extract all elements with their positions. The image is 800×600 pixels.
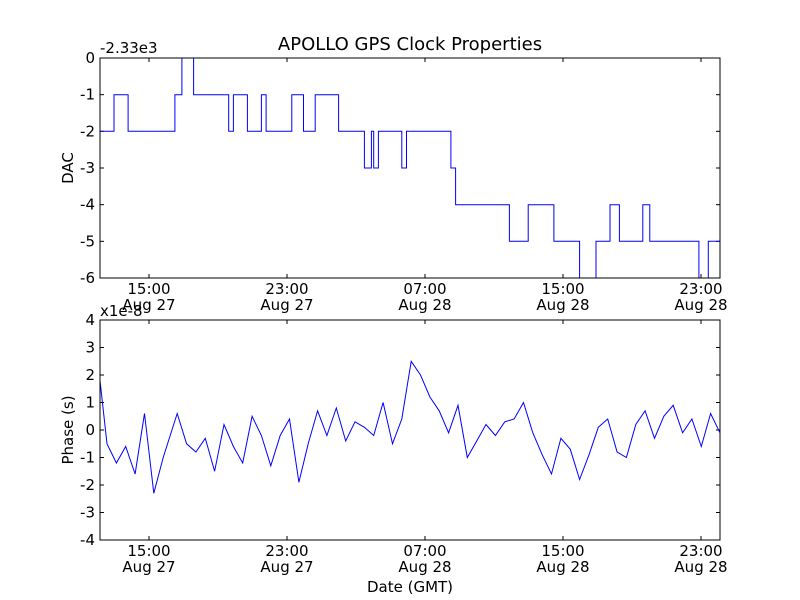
phase-xtick-date: Aug 28 [536, 558, 589, 576]
phase-xtick-time: 15:00 [127, 542, 170, 560]
phase-ytick-label: -1 [80, 449, 95, 467]
phase-offset-label: x1e-8 [100, 302, 143, 320]
dac-plot-frame [99, 57, 721, 279]
phase-ytick-label: 3 [85, 339, 95, 357]
dac-xtick-time: 07:00 [403, 280, 446, 298]
phase-series-line [99, 359, 721, 494]
dac-ytick-label: -6 [80, 269, 95, 287]
dac-xtick-time: 23:00 [679, 280, 722, 298]
dac-series-line [100, 57, 721, 279]
dac-y-axis-label: DAC [59, 152, 77, 184]
phase-xtick-date: Aug 28 [674, 558, 727, 576]
phase-ytick-label: 4 [85, 311, 95, 329]
dac-xtick-date: Aug 28 [398, 296, 451, 314]
phase-xtick-time: 07:00 [403, 542, 446, 560]
dac-panel: APOLLO GPS Clock Properties -2.33e3 DAC … [59, 34, 728, 314]
dac-ytick-label: -4 [80, 196, 95, 214]
dac-ytick-label: -2 [80, 122, 95, 140]
phase-panel: x1e-8 Phase (s) Date (GMT) 4 3 2 1 0 -1 -2 -3 -4… [59, 302, 728, 596]
dac-xtick-date: Aug 27 [260, 296, 313, 314]
dac-ytick-label: -3 [80, 159, 95, 177]
dac-xtick-date: Aug 27 [122, 296, 175, 314]
phase-y-axis-label: Phase (s) [59, 395, 77, 464]
dac-xtick-time: 15:00 [127, 280, 170, 298]
phase-xtick-time: 23:00 [679, 542, 722, 560]
phase-ytick-label: 2 [85, 366, 95, 384]
phase-xtick-date: Aug 27 [260, 558, 313, 576]
phase-ytick-label: -2 [80, 476, 95, 494]
phase-plot-frame [99, 319, 721, 541]
dac-xtick-time: 15:00 [541, 280, 584, 298]
dac-ytick-label: 0 [85, 49, 95, 67]
dac-xtick-date: Aug 28 [674, 296, 727, 314]
phase-ytick-label: 0 [85, 421, 95, 439]
dac-ytick-label: -1 [80, 86, 95, 104]
phase-x-axis-label: Date (GMT) [367, 578, 453, 596]
phase-ytick-label: 1 [85, 394, 95, 412]
dac-offset-label: -2.33e3 [100, 39, 158, 57]
dac-xtick-date: Aug 28 [536, 296, 589, 314]
dac-ytick-label: -5 [80, 232, 95, 250]
phase-ytick-label: -4 [80, 531, 95, 549]
phase-xtick-time: 15:00 [541, 542, 584, 560]
dac-series-group [100, 57, 721, 279]
phase-xtick-date: Aug 28 [398, 558, 451, 576]
chart-title: APOLLO GPS Clock Properties [278, 34, 542, 55]
phase-xtick-time: 23:00 [265, 542, 308, 560]
phase-ytick-label: -3 [80, 504, 95, 522]
dac-xtick-time: 23:00 [265, 280, 308, 298]
phase-xtick-date: Aug 27 [122, 558, 175, 576]
phase-series-group [99, 359, 721, 494]
